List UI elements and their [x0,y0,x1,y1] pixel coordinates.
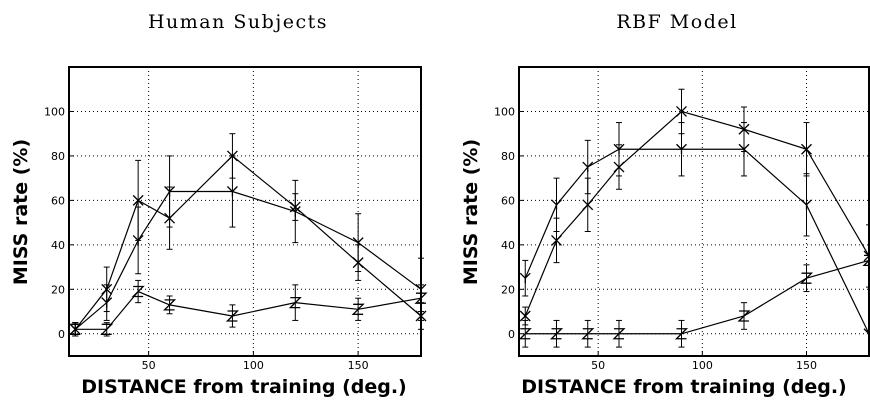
data-point-marker [225,310,239,322]
data-point-marker [862,254,870,267]
data-point-marker [68,323,82,335]
data-point-marker [737,310,751,322]
series-line [524,148,870,335]
y-tick-label: 0 [508,328,515,341]
data-point-marker [674,328,689,340]
data-point-marker [352,237,364,248]
data-point-marker [289,206,301,217]
series-y [519,122,870,339]
x-tick-label: 100 [243,359,264,372]
data-point-marker [351,303,365,315]
data-point-marker [132,194,144,206]
series-line [525,259,870,335]
data-point-marker [288,296,302,309]
x-tick-label: 100 [692,359,713,372]
data-point-marker [549,328,564,340]
data-point-marker [163,299,177,311]
data-point-marker [801,199,812,210]
y-tick-label: 20 [501,283,515,296]
y-tick-label: 80 [51,150,65,163]
chart-title: RBF Model [616,11,737,33]
data-point-marker [101,297,113,308]
tick-labels: 50 100 150 0 20 40 60 80 100 [44,105,369,372]
data-point-marker [132,234,144,246]
series-z [518,254,870,348]
x-axis-label: DISTANCE from training (deg.) [521,376,847,398]
grid [69,67,421,356]
data-series [68,133,428,337]
data-point-marker [581,328,595,340]
data-point-marker [582,199,594,211]
data-point-marker [519,272,531,284]
x-tick-label: 50 [142,359,156,372]
data-point-marker [801,143,812,155]
y-tick-label: 100 [44,105,65,118]
plot-frame [518,66,870,357]
panel-human-subjects: Human Subjects 50 100 150 0 20 40 60 80 100 MISS… [10,11,428,398]
data-point-marker [551,234,562,246]
y-tick-label: 20 [51,283,65,296]
y-tick-label: 0 [58,328,65,341]
plot-frame [68,66,422,357]
series-x [69,133,427,337]
data-point-marker [551,199,562,210]
data-point-marker [738,143,750,155]
panel-rbf-model: RBF Model 50 100 150 0 20 40 60 80 100 MISS rate… [460,11,870,398]
series-line [524,110,870,317]
x-axis-label: DISTANCE from training (deg.) [81,376,407,398]
data-point-marker [519,310,531,322]
data-point-marker [100,323,114,335]
data-point-marker [414,292,428,304]
y-tick-label: 40 [51,239,65,252]
y-axis-label: MISS rate (%) [460,139,482,285]
x-tick-label: 150 [796,359,817,372]
y-tick-label: 60 [51,194,65,207]
y-tick-label: 80 [501,150,515,163]
y-axis-label: MISS rate (%) [10,139,32,285]
data-point-marker [612,328,626,340]
x-tick-label: 50 [591,359,605,372]
data-point-marker [131,285,145,298]
series-z [68,279,428,337]
data-point-marker [676,106,687,117]
data-series [518,88,870,348]
chart-title: Human Subjects [148,11,328,33]
x-tick-label: 150 [348,359,369,372]
series-line [74,190,422,330]
data-point-marker [582,161,594,173]
grid [519,67,869,356]
series-line [74,155,422,330]
data-point-marker [164,186,176,197]
tick-labels: 50 100 150 0 20 40 60 80 100 [494,105,817,372]
data-point-marker [518,328,532,340]
data-point-marker [676,143,687,155]
data-point-marker [799,272,814,284]
y-tick-label: 100 [494,105,515,118]
data-point-marker [613,143,625,155]
y-tick-label: 60 [501,194,515,207]
series-line [75,290,422,330]
data-point-marker [226,186,238,197]
y-tick-label: 40 [501,239,515,252]
